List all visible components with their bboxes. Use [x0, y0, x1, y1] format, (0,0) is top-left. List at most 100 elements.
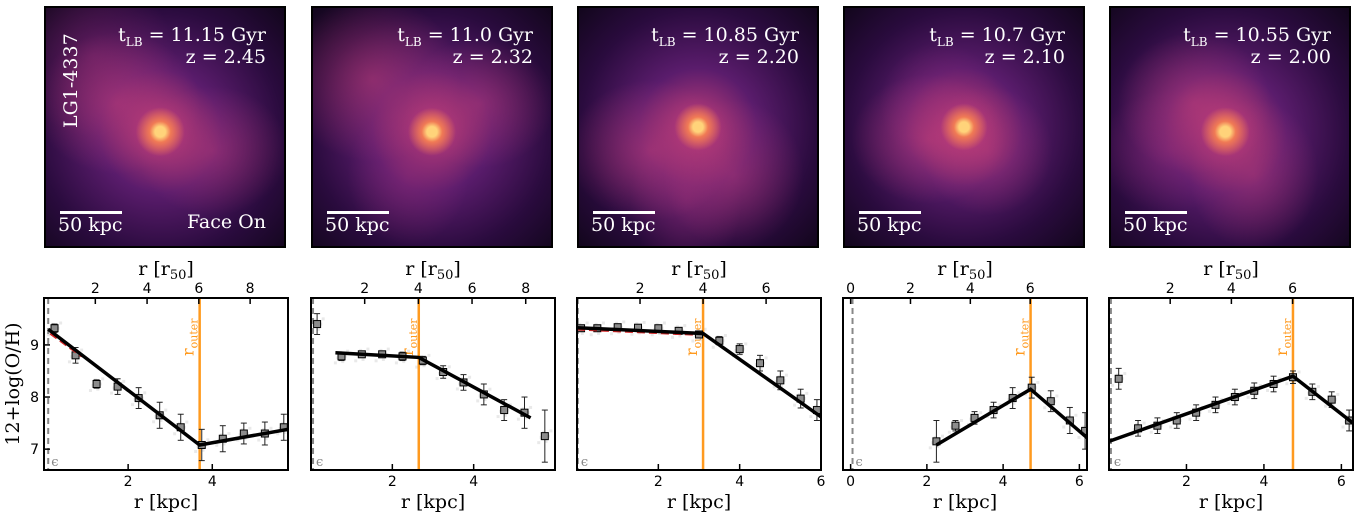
data-cloud-point — [407, 349, 411, 353]
data-cloud-point — [610, 332, 614, 336]
epsilon-label: ϵ — [51, 455, 58, 470]
profile-panel: ϵ router 0 2 4 6 0 2 4 6 r [kpc] r [r50] — [842, 258, 1088, 513]
data-cloud-point — [1149, 430, 1153, 434]
y-tick-label: 9 — [30, 338, 39, 354]
r-outer-label: router — [179, 318, 201, 356]
data-cloud-point — [1036, 380, 1040, 384]
profile-fit-line — [577, 325, 821, 419]
data-cloud-point — [678, 334, 682, 338]
x-axis-label: r [kpc] — [667, 491, 731, 513]
data-cloud-point — [941, 434, 945, 438]
x-axis-label: r [kpc] — [933, 491, 997, 513]
gas-density-image — [1111, 8, 1349, 246]
data-cloud-point — [1312, 395, 1316, 399]
x-tick-label: 6 — [1075, 474, 1084, 490]
data-cloud-point — [601, 321, 605, 325]
x-axis-label: r [kpc] — [134, 491, 198, 513]
data-cloud-point — [1316, 385, 1320, 389]
data-cloud-point — [80, 348, 84, 352]
data-cloud-point — [346, 349, 350, 353]
data-cloud-point — [122, 379, 126, 383]
data-cloud-point — [1062, 425, 1066, 429]
data-cloud-point — [805, 391, 809, 395]
lookback-time-label: tLB = 10.7 Gyr — [929, 24, 1065, 49]
data-cloud-point — [117, 390, 121, 394]
data-cloud-point — [1253, 394, 1257, 398]
epsilon-label: ϵ — [581, 455, 588, 470]
top-x-axis-label: r [r50] — [138, 258, 194, 283]
top-x-axis-label: r [r50] — [405, 258, 461, 283]
data-marker — [540, 432, 549, 441]
data-cloud-point — [1234, 400, 1238, 404]
data-marker — [500, 406, 509, 415]
data-cloud-point — [537, 441, 541, 445]
top-x-axis-label-end: ] — [1251, 258, 1258, 280]
data-cloud-point — [164, 408, 168, 412]
gas-density-image — [579, 8, 817, 246]
gas-density-image — [313, 8, 551, 246]
profile-panel: ϵ router 2 4 2 4 6 8 r [kpc] r [r50] — [310, 258, 556, 513]
gas-density-image — [845, 8, 1083, 246]
data-cloud — [928, 380, 1087, 450]
top-x-axis-label-end: ] — [453, 258, 460, 280]
data-cloud-point — [1195, 416, 1199, 420]
data-cloud-point — [201, 448, 205, 452]
top-x-tick-label: 6 — [1288, 281, 1297, 297]
data-cloud-point — [1188, 417, 1192, 421]
gas-map-panel: tLB = 11.15 Gyr z = 2.45 LG1-4337 50 kpc… — [44, 6, 286, 248]
top-x-tick-label: 4 — [966, 281, 975, 297]
data-cloud-point — [1331, 403, 1335, 407]
plot-frame — [576, 297, 822, 471]
data-cloud-point — [960, 418, 964, 422]
plot-frame — [1108, 297, 1354, 471]
top-x-tick-label: 2 — [1166, 281, 1175, 297]
scale-bar — [327, 211, 389, 214]
x-tick-label: 6 — [1337, 474, 1346, 490]
data-cloud-point — [772, 385, 776, 389]
x-tick-label: 4 — [469, 474, 478, 490]
data-cloud-point — [243, 437, 247, 441]
scale-bar-label: 50 kpc — [1123, 214, 1188, 236]
data-cloud-point — [993, 413, 997, 417]
data-cloud-point — [264, 437, 268, 441]
data-cloud-point — [1118, 382, 1122, 386]
data-cloud-point — [711, 345, 715, 349]
top-x-tick-label: 2 — [636, 281, 645, 297]
data-cloud-point — [354, 359, 358, 363]
epsilon-label: ϵ — [1114, 455, 1121, 470]
data-cloud-point — [341, 360, 345, 364]
top-x-axis-label-end: ] — [186, 258, 193, 280]
data-cloud-point — [152, 420, 156, 424]
x-tick-label: 4 — [1259, 474, 1268, 490]
data-cloud-point — [442, 375, 446, 379]
data-cloud-point — [529, 405, 533, 409]
data-cloud-point — [159, 418, 163, 422]
profile-fit-line — [47, 327, 288, 447]
data-cloud-point — [703, 327, 707, 331]
top-x-axis-label-sub: 50 — [437, 268, 454, 283]
data-cloud-point — [617, 330, 621, 334]
data-marker — [776, 376, 785, 385]
data-cloud-point — [455, 387, 459, 391]
data-cloud-point — [194, 449, 198, 453]
gas-map-panel: tLB = 10.7 Gyr z = 2.10 50 kpc — [843, 6, 1085, 248]
epsilon-label: ϵ — [856, 455, 863, 470]
top-x-tick-label: 6 — [468, 281, 477, 297]
data-cloud-point — [1077, 435, 1081, 439]
data-cloud-point — [427, 353, 431, 357]
data-cloud-point — [580, 331, 584, 335]
scale-bar-label: 50 kpc — [325, 214, 390, 236]
data-cloud — [46, 321, 288, 453]
data-cloud-point — [1341, 425, 1345, 429]
data-cloud-point — [422, 364, 426, 368]
data-cloud-point — [597, 331, 601, 335]
data-cloud-point — [46, 333, 50, 337]
data-cloud-point — [630, 332, 634, 336]
redshift-label: z = 2.00 — [1250, 46, 1331, 68]
data-cloud-point — [75, 359, 79, 363]
data-cloud-point — [415, 365, 419, 369]
x-tick-label: 2 — [654, 474, 663, 490]
data-cloud-point — [366, 347, 370, 351]
data-cloud-point — [650, 333, 654, 337]
